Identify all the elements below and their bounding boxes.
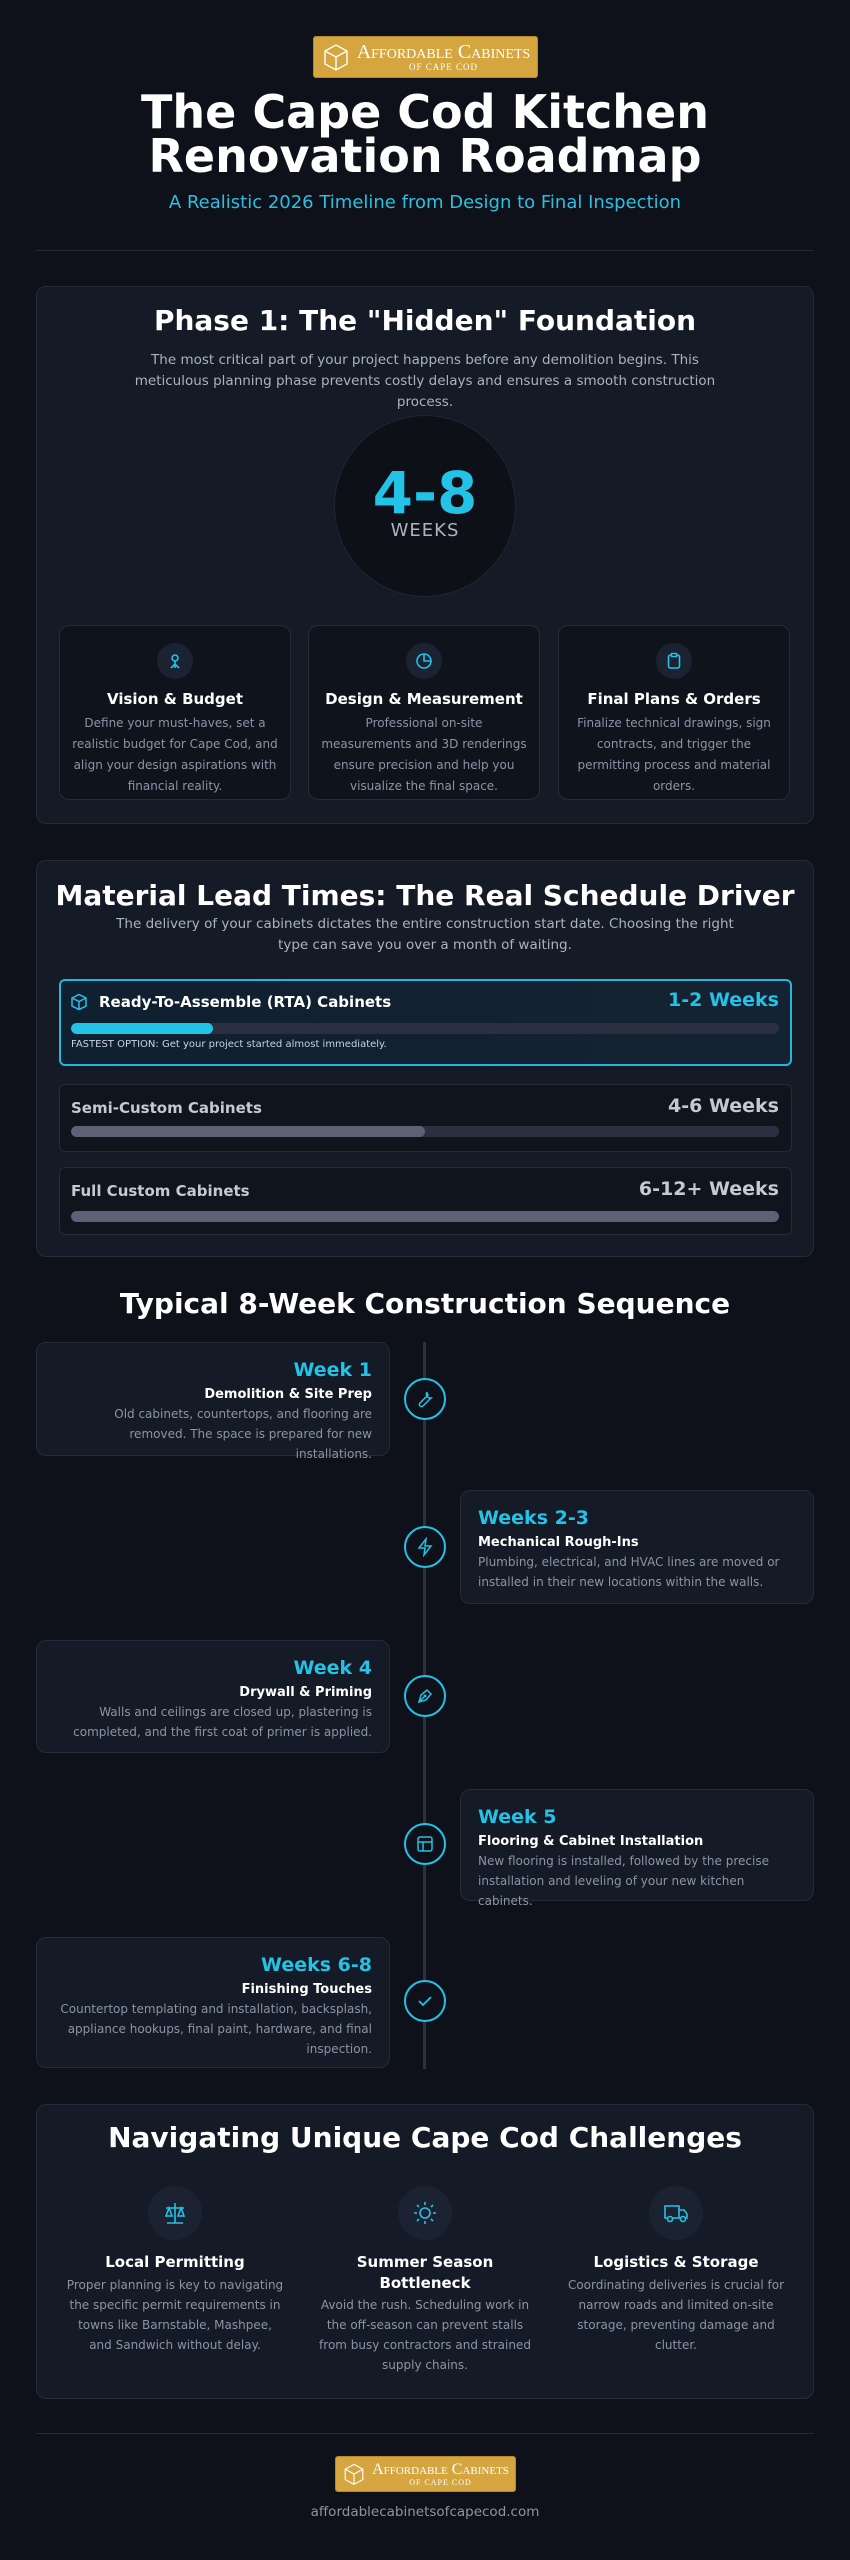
lead-times-title: Material Lead Times: The Real Schedule D… bbox=[55, 879, 795, 912]
step-description: Plumbing, electrical, and HVAC lines are… bbox=[478, 1555, 780, 1589]
footer-url[interactable]: affordablecabinetsofcapecod.com bbox=[310, 2504, 540, 2520]
timeline-icon bbox=[404, 1823, 446, 1865]
bar-track bbox=[71, 1023, 779, 1034]
option-card bbox=[59, 1084, 792, 1152]
step-description: Countertop templating and installation, … bbox=[60, 2002, 372, 2056]
lead-times-description: The delivery of your cabinets dictates t… bbox=[116, 916, 734, 953]
step-title: Finishing Touches bbox=[241, 1982, 372, 1997]
timeline-icon bbox=[404, 1980, 446, 2022]
duration-unit: WEEKS bbox=[390, 520, 460, 541]
bar-fill bbox=[71, 1023, 213, 1034]
sequence-card: Week 5 Flooring & Cabinet Installation New… bbox=[460, 1789, 814, 1908]
divider bbox=[36, 2433, 814, 2434]
timeline-icon bbox=[404, 1378, 446, 1420]
challenge-description: Proper planning is key to navigating the… bbox=[66, 2278, 284, 2352]
challenge-icon bbox=[148, 2186, 202, 2240]
sequence-card: Weeks 6-8 Finishing Touches Countertop tem… bbox=[36, 1937, 390, 2068]
challenge-icon bbox=[398, 2186, 452, 2240]
week-label: Week 4 bbox=[293, 1657, 372, 1679]
option-duration: 6-12+ Weeks bbox=[638, 1178, 779, 1200]
logo-icon bbox=[324, 44, 348, 71]
step-description: Finalize technical drawings, sign contra… bbox=[577, 716, 771, 793]
step-title: Mechanical Rough-Ins bbox=[478, 1535, 639, 1550]
option-duration: 4-6 Weeks bbox=[668, 1095, 779, 1117]
step-description: Old cabinets, countertops, and flooring … bbox=[114, 1407, 372, 1461]
phase1-description: The most critical part of your project h… bbox=[134, 352, 716, 410]
timeline-icon bbox=[404, 1675, 446, 1717]
cube-icon bbox=[71, 993, 87, 1011]
sequence-card: Weeks 2-3 Mechanical Rough-Ins Plumbing, e… bbox=[460, 1490, 814, 1604]
sequence-title: Typical 8-Week Construction Sequence bbox=[119, 1287, 731, 1320]
challenge-description: Avoid the rush. Scheduling work in the o… bbox=[319, 2298, 531, 2372]
week-label: Weeks 6-8 bbox=[261, 1954, 372, 1976]
sequence-card: Week 4 Drywall & Priming Walls and ceiling… bbox=[36, 1640, 390, 1753]
timeline-icon bbox=[404, 1526, 446, 1568]
page-subtitle: A Realistic 2026 Timeline from Design to… bbox=[168, 192, 682, 213]
footer-logo: Affordable Cabinets OF CAPE COD bbox=[335, 2456, 516, 2492]
week-label: Weeks 2-3 bbox=[478, 1507, 589, 1529]
challenge-title: Summer Season Bottleneck bbox=[356, 2253, 494, 2292]
logo-name: Affordable Cabinets bbox=[372, 2460, 509, 2478]
challenge-description: Coordinating deliveries is crucial for n… bbox=[567, 2278, 785, 2352]
option-name: Semi-Custom Cabinets bbox=[71, 1099, 262, 1117]
option-note: FASTEST OPTION: Get your project started… bbox=[71, 1039, 387, 1050]
step-description: Walls and ceilings are closed up, plaste… bbox=[73, 1705, 372, 1739]
divider bbox=[36, 250, 814, 251]
step-title: Vision & Budget bbox=[107, 690, 243, 708]
logo-name: Affordable Cabinets bbox=[356, 41, 531, 63]
logo-icon bbox=[344, 2463, 364, 2486]
step-title: Flooring & Cabinet Installation bbox=[478, 1834, 704, 1849]
sequence-card: Week 1 Demolition & Site Prep Old cabinets… bbox=[36, 1342, 390, 1461]
challenge-title: Logistics & Storage bbox=[593, 2253, 759, 2271]
step-title: Demolition & Site Prep bbox=[204, 1387, 372, 1402]
logo-tagline: OF CAPE COD bbox=[409, 2477, 472, 2487]
duration-circle bbox=[334, 415, 516, 597]
option-card bbox=[59, 1167, 792, 1235]
bar-track bbox=[71, 1211, 779, 1222]
page-title: The Cape Cod Kitchen Renovation Roadmap bbox=[141, 85, 709, 183]
bar-track bbox=[71, 1126, 779, 1137]
duration-value: 4-8 bbox=[372, 459, 478, 527]
step-icon bbox=[157, 643, 193, 679]
step-icon bbox=[656, 643, 692, 679]
week-label: Week 1 bbox=[293, 1359, 372, 1381]
challenges-card bbox=[36, 2104, 814, 2399]
option-card bbox=[59, 979, 792, 1066]
step-description: New flooring is installed, followed by t… bbox=[478, 1854, 769, 1908]
step-description: Professional on-site measurements and 3D… bbox=[321, 716, 527, 793]
challenge-title: Local Permitting bbox=[105, 2253, 245, 2271]
week-label: Week 5 bbox=[478, 1806, 557, 1828]
bar-fill bbox=[71, 1211, 779, 1222]
option-name: Full Custom Cabinets bbox=[71, 1182, 250, 1200]
challenge-icon bbox=[649, 2186, 703, 2240]
step-title: Drywall & Priming bbox=[239, 1685, 372, 1700]
option-name: Ready-To-Assemble (RTA) Cabinets bbox=[99, 993, 392, 1011]
logo-tagline: OF CAPE COD bbox=[408, 62, 478, 72]
challenges-title: Navigating Unique Cape Cod Challenges bbox=[108, 2121, 742, 2154]
phase1-title: Phase 1: The "Hidden" Foundation bbox=[153, 304, 697, 337]
option-duration: 1-2 Weeks bbox=[668, 989, 779, 1011]
step-title: Design & Measurement bbox=[325, 690, 523, 708]
step-title: Final Plans & Orders bbox=[587, 690, 761, 708]
logo: Affordable Cabinets OF CAPE COD bbox=[313, 36, 538, 78]
step-icon bbox=[406, 643, 442, 679]
step-description: Define your must-haves, set a realistic … bbox=[72, 716, 278, 793]
bar-fill bbox=[71, 1126, 425, 1137]
